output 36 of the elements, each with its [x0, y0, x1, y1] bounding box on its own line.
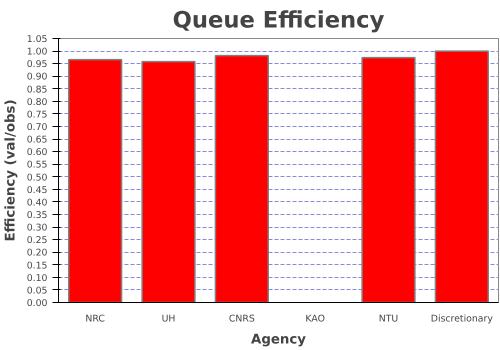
x-tick-label: KAO [305, 314, 325, 324]
chart-title: Queue Efficiency [172, 8, 385, 34]
y-tick-label: 0.95 [26, 59, 48, 70]
y-tick-label: 1.00 [26, 46, 48, 58]
y-tick-label: 0.05 [26, 285, 48, 296]
y-tick-label: 0.40 [26, 197, 48, 208]
bar [68, 58, 122, 302]
y-tick-label: 0.50 [26, 172, 48, 184]
y-tick-label: 0.10 [26, 272, 48, 284]
y-tick-label: 0.55 [26, 160, 48, 171]
y-tick-label: 0.80 [26, 96, 48, 108]
y-tick-label: 0.90 [26, 72, 48, 83]
bar [361, 56, 416, 302]
y-tick-label: 1.05 [26, 34, 48, 45]
y-tick-label: 0.15 [26, 260, 48, 272]
bar [141, 60, 196, 302]
x-tick-label: NRC [85, 314, 105, 324]
x-tick-label: NTU [378, 314, 398, 324]
x-tick-label: Discretionary [430, 314, 494, 324]
y-tick-label: 0.85 [26, 84, 48, 96]
bar [214, 54, 269, 302]
y-tick-label: 0.25 [26, 235, 48, 246]
y-tick-label: 0.20 [26, 248, 48, 259]
x-tick-label: UH [162, 314, 176, 324]
y-tick-label: 0.00 [26, 298, 48, 309]
x-axis-title: Agency [251, 332, 306, 348]
x-tick-label: CNRS [228, 314, 255, 324]
y-tick-label: 0.75 [26, 109, 48, 120]
y-tick-label: 0.65 [26, 134, 48, 146]
y-tick-label: 0.30 [26, 222, 48, 234]
y-tick-label: 0.60 [26, 147, 48, 158]
y-tick-label: 0.70 [26, 122, 48, 133]
y-tick-label: 0.35 [26, 210, 48, 221]
y-axis-title: Efficiency (val/obs) [4, 99, 19, 242]
y-tick-label: 0.45 [26, 184, 48, 196]
bar [434, 50, 489, 302]
